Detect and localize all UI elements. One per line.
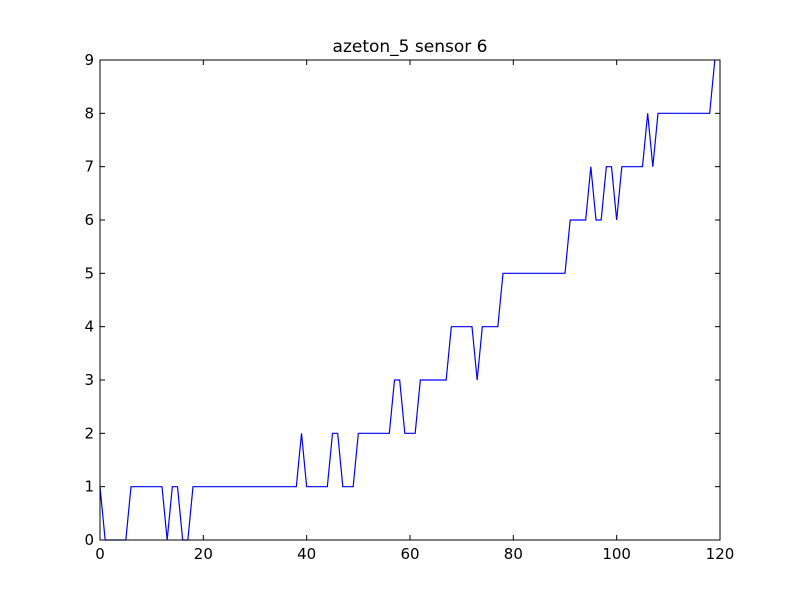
x-tick-label: 40 — [297, 545, 316, 563]
y-tick-label: 3 — [84, 371, 94, 389]
y-tick-label: 4 — [84, 318, 94, 336]
y-tick-label: 1 — [84, 478, 94, 496]
y-tick-label: 8 — [84, 104, 94, 122]
x-tick-label: 0 — [95, 545, 105, 563]
series-line — [99, 59, 716, 541]
chart-title: azeton_5 sensor 6 — [333, 37, 488, 57]
plot-area-frame — [99, 59, 721, 541]
y-tick-label: 7 — [84, 158, 94, 176]
y-tick-label: 5 — [84, 264, 94, 282]
x-tick-label: 80 — [504, 545, 523, 563]
x-tick-label: 60 — [400, 545, 419, 563]
y-tick-label: 6 — [84, 211, 94, 229]
axis-ticks: 0 20 40 60 80 100 120 0 1 2 3 4 5 6 7 8 9 — [84, 51, 734, 563]
y-tick-label: 9 — [84, 51, 94, 69]
x-tick-label: 120 — [706, 545, 735, 563]
y-tick-label: 0 — [84, 531, 94, 549]
y-tick-label: 2 — [84, 424, 94, 442]
x-tick-label: 100 — [602, 545, 631, 563]
x-tick-label: 20 — [194, 545, 213, 563]
